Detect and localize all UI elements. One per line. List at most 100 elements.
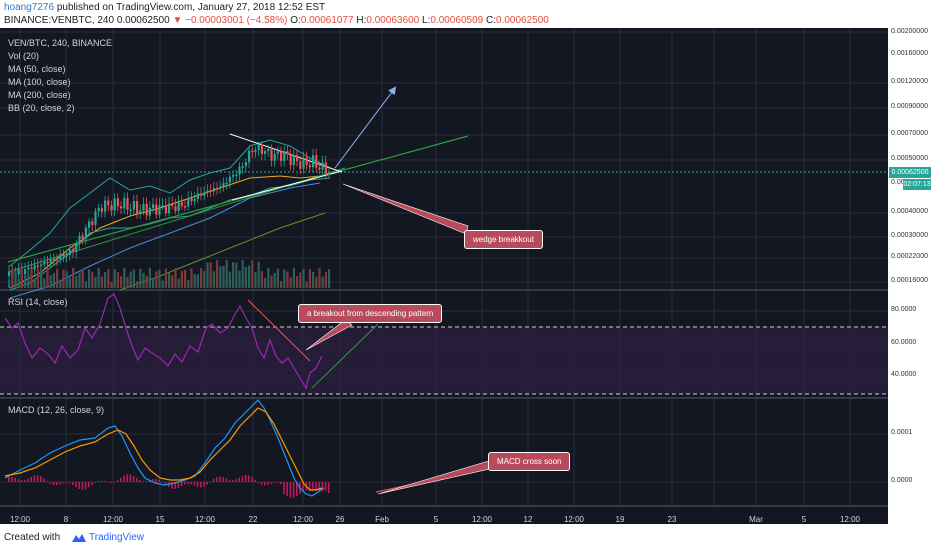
bb-legend[interactable]: BB (20, close, 2) [8, 103, 75, 113]
candle-body [129, 209, 132, 212]
pane-separators[interactable] [0, 289, 888, 507]
macd-hist-bar [52, 482, 55, 486]
tradingview-logo[interactable]: TradingView [72, 532, 144, 543]
macd-hist-bar [264, 482, 266, 486]
chart-title-legend[interactable]: VEN/BTC, 240, BINANCE [8, 38, 113, 48]
macd-hist-bar [107, 482, 109, 483]
candle-body [56, 258, 59, 261]
volume-bar [184, 269, 187, 288]
volume-bar [308, 269, 311, 288]
macd-hist-bar [129, 474, 132, 482]
volume-bar [315, 276, 318, 288]
volume-bar [139, 268, 142, 288]
candle-body [123, 198, 126, 209]
uptrend-line [7, 135, 469, 263]
macd-hist-bar [200, 482, 202, 488]
volume-bar [52, 273, 55, 288]
macd-hist-bar [216, 477, 218, 482]
candle-body [94, 211, 97, 225]
volume-bar [27, 273, 30, 288]
price-axis[interactable] [888, 28, 932, 524]
volume-bar [248, 265, 251, 288]
chart-area[interactable]: VEN/BTC, 240, BINANCE Vol (20) MA (50, c… [0, 28, 932, 524]
candle-body [75, 244, 78, 252]
last-price-tag: 0.00062500 [889, 167, 931, 178]
rsi-band-fill [0, 327, 888, 394]
macd-hist-bar [302, 482, 304, 492]
volume-bar [257, 261, 260, 288]
volume-bar [216, 260, 219, 288]
macd-legend[interactable]: MACD (12, 26, close, 9) [8, 405, 105, 415]
ma100-legend[interactable]: MA (100, close) [8, 77, 71, 87]
candle-body [100, 207, 103, 212]
macd-hist-bar [321, 482, 324, 491]
volume-bar [36, 269, 39, 288]
macd-hist-bar [33, 475, 36, 482]
candle-body [248, 150, 251, 163]
volume-bar [30, 268, 33, 288]
projection-arrow [334, 86, 397, 169]
volume-bar [145, 275, 148, 288]
ma200-legend[interactable]: MA (200, close) [8, 90, 71, 100]
volume-bar [235, 262, 238, 288]
candle-body [104, 200, 107, 212]
time-tick: 19 [615, 515, 625, 524]
candle-body [193, 198, 196, 202]
candle-body [251, 150, 254, 153]
macd-cross-callout[interactable]: MACD cross soon [488, 452, 571, 471]
volume-bar [321, 276, 324, 288]
macd-hist-bar [120, 477, 122, 482]
last-price: 0.00062500 [116, 15, 170, 26]
volume-bar [49, 275, 52, 288]
price-tick: 0.00160000 [891, 50, 928, 57]
candle-body [97, 207, 100, 212]
volume-bar [286, 271, 289, 288]
candle-body [88, 221, 91, 228]
macd-hist-bar [11, 476, 13, 482]
macd-hist-bar [30, 476, 32, 482]
candle-body [81, 235, 84, 239]
volume-bar [75, 275, 78, 288]
volume-bar [193, 273, 196, 288]
volume-bar [222, 266, 225, 288]
macd-hist-bar [292, 482, 295, 498]
macd-hist-bar [17, 479, 20, 482]
macd-hist-bar [212, 479, 215, 482]
time-tick: 26 [335, 515, 345, 524]
ma50-legend[interactable]: MA (50, close) [8, 64, 66, 74]
vol-legend[interactable]: Vol (20) [8, 51, 40, 61]
macd-hist-bar [139, 480, 141, 482]
chart-canvas[interactable] [0, 28, 932, 524]
candle-body [59, 254, 62, 260]
author-link[interactable]: hoang7276 [4, 2, 55, 13]
close-value: 0.00062500 [496, 15, 549, 26]
rsi-legend[interactable]: RSI (14, close) [8, 297, 68, 307]
candle-body [52, 258, 55, 261]
macd-hist-bar [232, 480, 234, 482]
volume-bar [8, 279, 11, 288]
candle-body [84, 227, 87, 239]
macd-hist-bar [27, 478, 29, 482]
macd-hist-bar [116, 480, 119, 482]
volume-bar [110, 281, 113, 288]
volume-bar [152, 277, 155, 288]
volume-bar [276, 268, 279, 288]
wedge-breakout-callout[interactable]: wedge breakkout [464, 230, 543, 249]
macd-hist-bar [161, 481, 164, 482]
candle-body [171, 203, 174, 207]
descending-pattern-callout[interactable]: a breakout from descending pattern [298, 304, 443, 323]
volume-bar [296, 276, 299, 288]
candle-body [43, 261, 46, 265]
volume-bar [132, 269, 135, 288]
macd-hist-bar [177, 482, 180, 488]
candle-body [222, 182, 225, 187]
macd-histogram [8, 474, 330, 498]
macd-hist-bar [24, 479, 26, 482]
candle-body [273, 153, 276, 161]
macd-signal-line [4, 407, 323, 491]
candle-body [219, 186, 222, 189]
macd-hist-bar [84, 482, 87, 490]
price-tick: 0.00016000 [891, 277, 928, 284]
macd-hist-bar [248, 475, 250, 482]
volume-bar [91, 271, 94, 288]
